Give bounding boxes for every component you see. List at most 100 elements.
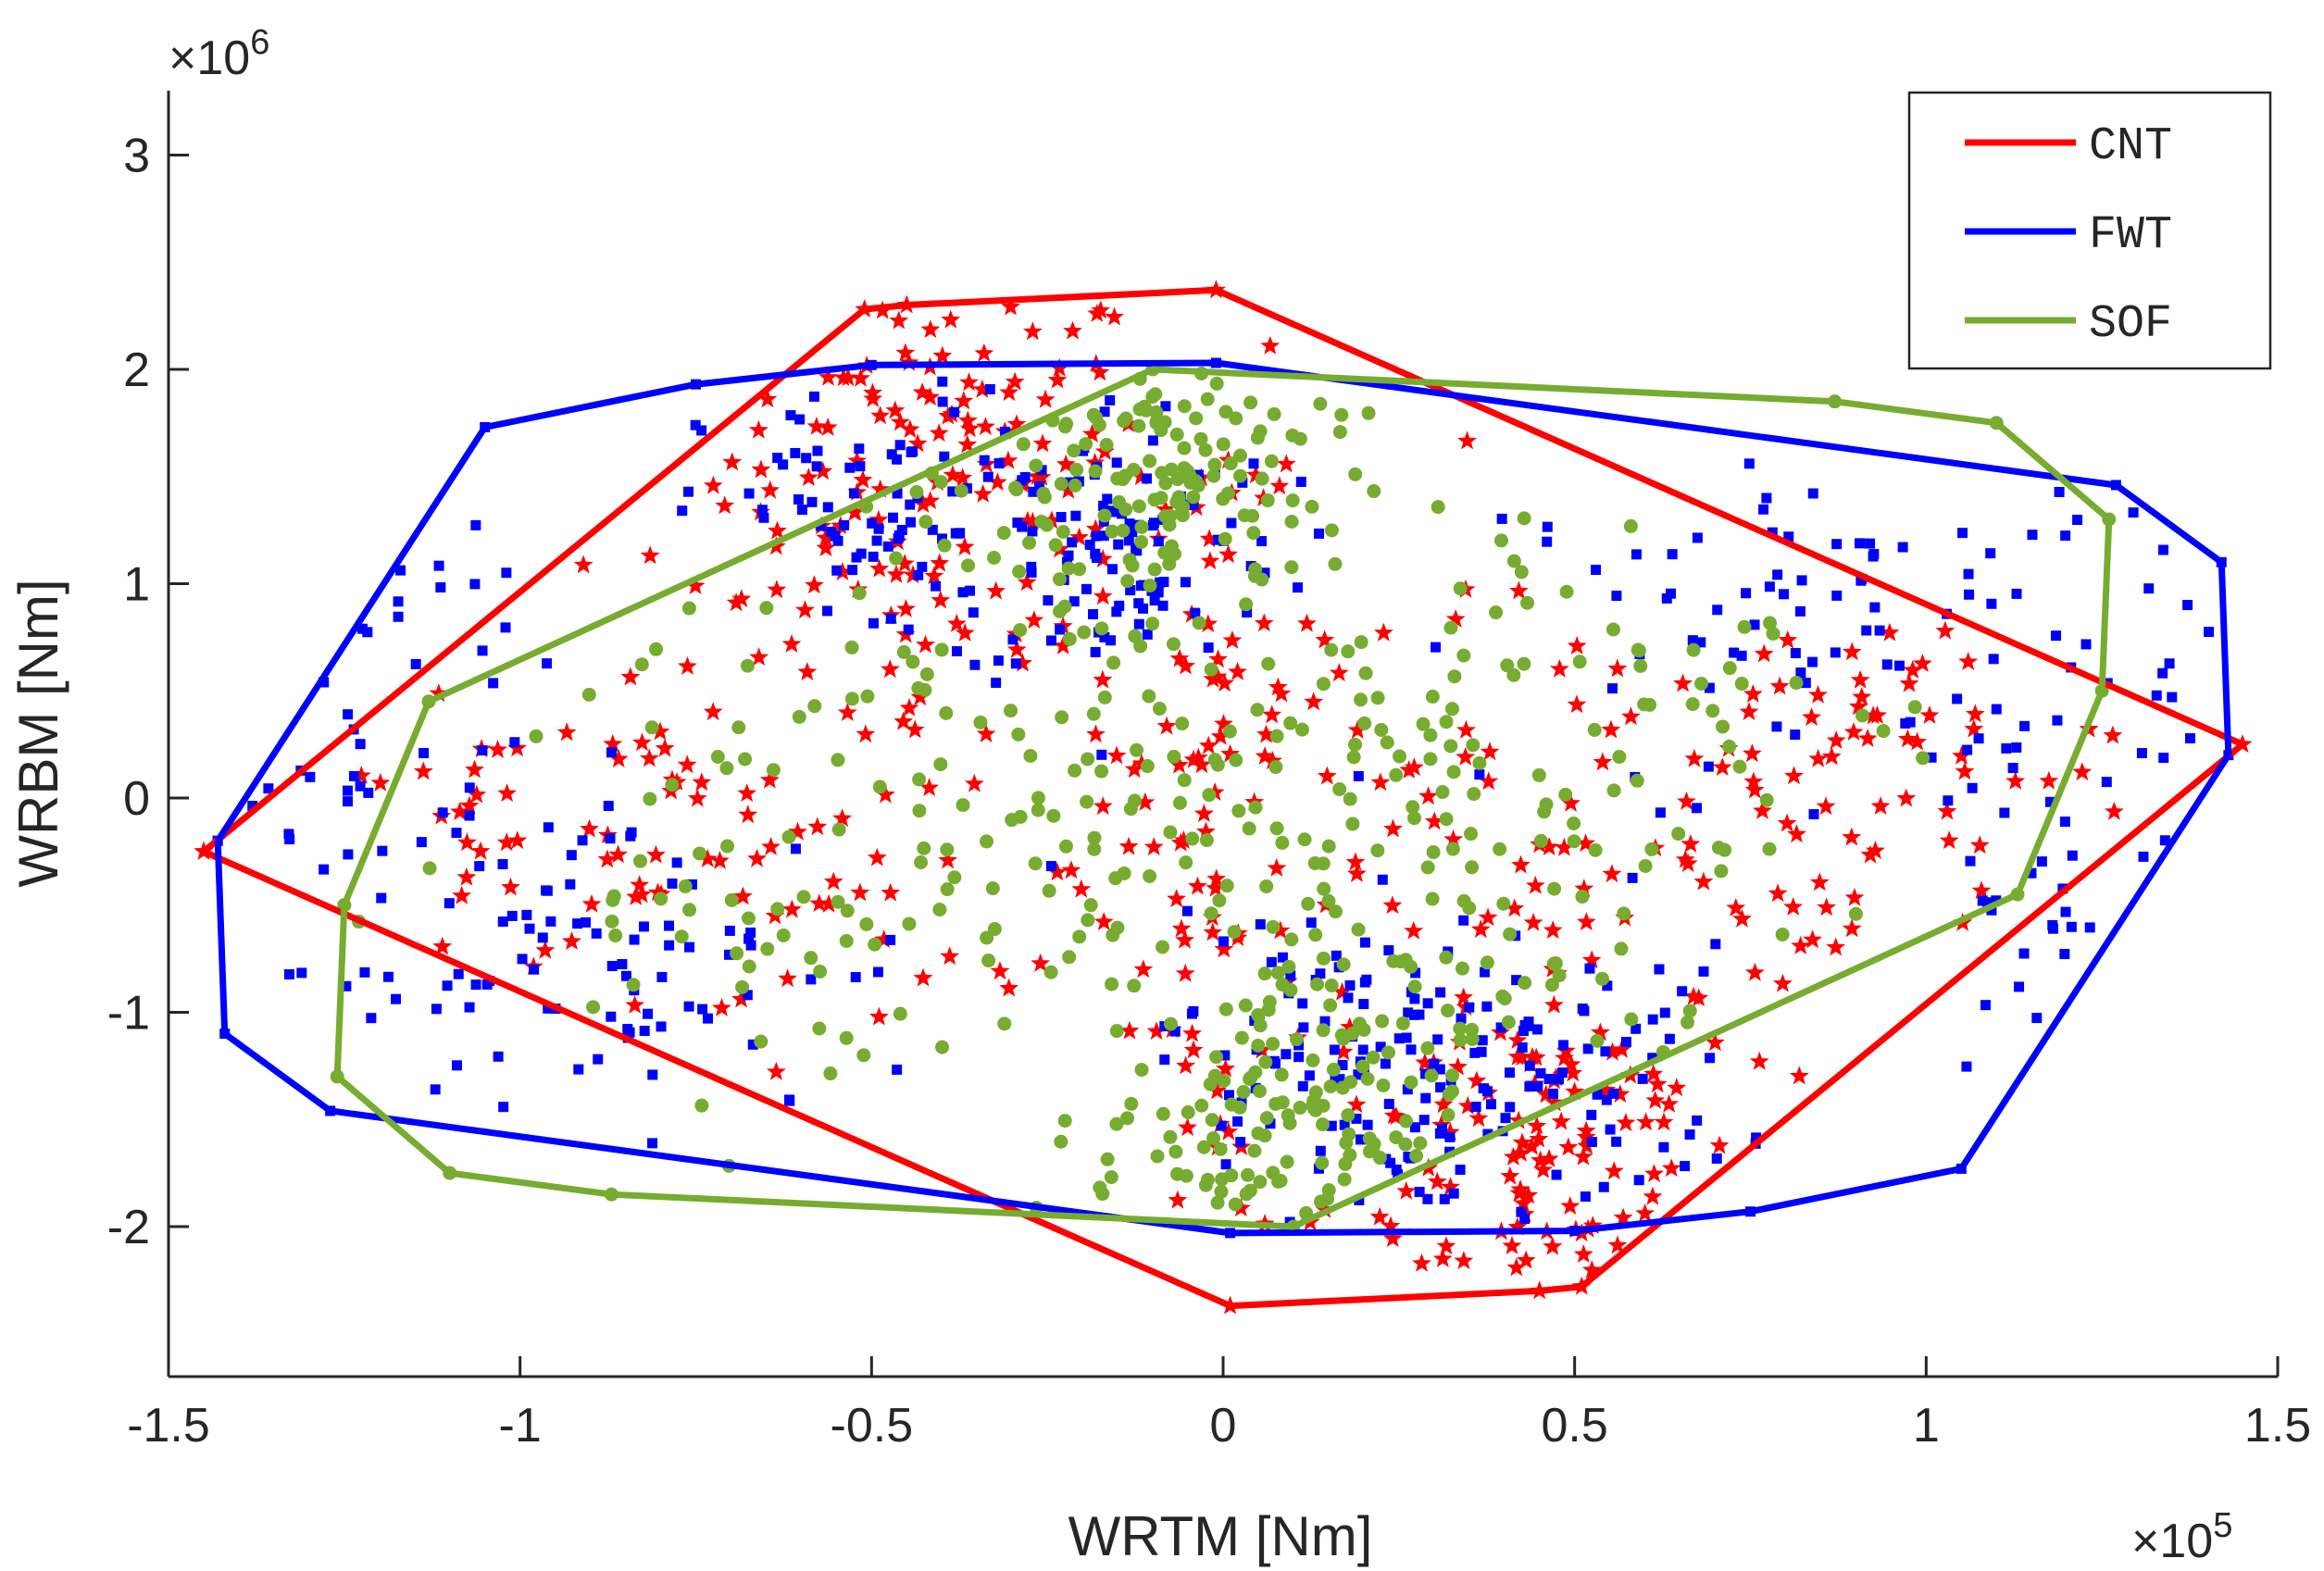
cnt-point (818, 893, 839, 913)
fwt-point (2136, 748, 2147, 759)
fwt-point (1542, 536, 1553, 547)
sof-point (735, 979, 750, 994)
cnt-point (890, 412, 910, 431)
cnt-point (1196, 821, 1216, 841)
fwt-point (500, 622, 511, 633)
fwt-point (348, 770, 359, 781)
sof-point (1503, 927, 1518, 941)
cnt-point (1346, 1094, 1367, 1114)
cnt-point (1329, 663, 1349, 682)
cnt-point (987, 472, 1007, 491)
fwt-point (2031, 1013, 2043, 1024)
fwt-point (1456, 1013, 1467, 1024)
cnt-point (1198, 735, 1218, 754)
fwt-point (871, 535, 882, 546)
sof-point (1183, 475, 1198, 490)
fwt-point (305, 771, 316, 782)
cnt-point (1768, 883, 1788, 903)
fwt-point (1586, 1137, 1597, 1148)
cnt-point (804, 575, 824, 594)
cnt-point (1803, 929, 1823, 949)
fwt-point (937, 533, 948, 544)
cnt-point (1082, 424, 1102, 443)
sof-point (1876, 724, 1891, 739)
sof-point (1393, 749, 1407, 764)
fwt-point (1761, 492, 1772, 504)
cnt-point (959, 372, 979, 392)
sof-point (1266, 919, 1281, 934)
fwt-point (1631, 1023, 1642, 1034)
sof-point (1089, 410, 1104, 425)
cnt-point (710, 851, 730, 869)
cnt-point (1965, 704, 1985, 723)
cnt-point (1245, 465, 1266, 484)
cnt-point (990, 961, 1010, 980)
sof-point (1706, 704, 1720, 718)
fwt-point (724, 925, 735, 936)
fwt-point (1255, 918, 1266, 929)
fwt-point (844, 462, 856, 473)
fwt-point (896, 524, 907, 535)
sof-point (1381, 1045, 1396, 1060)
sof-point (1467, 787, 1481, 802)
sof-point (1423, 752, 1438, 767)
sof-point (981, 954, 996, 968)
cnt-point (1808, 748, 1829, 767)
fwt-point (639, 1026, 650, 1037)
cnt-point (1567, 694, 1587, 714)
cnt-point (1061, 860, 1081, 879)
sof-point (1337, 1172, 1352, 1187)
cnt-point (1454, 1251, 1474, 1269)
sof-point (839, 1030, 854, 1045)
cnt-point (507, 738, 528, 757)
fwt-point (856, 548, 867, 559)
fwt-point (1592, 1089, 1603, 1100)
fwt-point (1036, 465, 1047, 476)
sof-point (644, 720, 659, 735)
fwt-point (430, 1084, 441, 1095)
fwt-point (1985, 548, 1996, 559)
fwt-point (1102, 493, 1113, 505)
cnt-point (1563, 1063, 1583, 1082)
sof-point (1013, 809, 1028, 824)
fwt-point (1897, 542, 1908, 553)
cnt-point (737, 783, 757, 803)
cnt-point (1315, 630, 1335, 649)
sof-point (1081, 752, 1095, 767)
fwt-point (391, 993, 402, 1004)
sof-point (1204, 906, 1218, 921)
cnt-point (1607, 1235, 1628, 1254)
sof-point (1328, 904, 1343, 919)
fwt-point (1098, 500, 1109, 511)
sof-point (1572, 655, 1587, 669)
sof-point (742, 911, 756, 926)
sof-point (1323, 998, 1338, 1013)
cnt-point (1643, 1064, 1664, 1083)
sof-point (1269, 821, 1284, 836)
fwt-point (2019, 720, 2030, 731)
cnt-point (1601, 719, 1621, 739)
cnt-point (1013, 653, 1032, 672)
sof-point (1493, 533, 1508, 548)
cnt-point (960, 418, 980, 438)
sof-point (1207, 753, 1222, 767)
cnt-point (1171, 918, 1192, 938)
sof-point (1105, 524, 1119, 539)
fwt-point (1403, 1007, 1414, 1018)
fwt-point (1099, 406, 1110, 418)
sof-point (1480, 955, 1494, 970)
fwt-point (355, 739, 366, 750)
cnt-point (1049, 357, 1069, 377)
fwt-point (1383, 1098, 1394, 1109)
fwt-point (868, 551, 879, 562)
sof-point (1238, 998, 1253, 1013)
fwt-point (1986, 598, 1997, 609)
sof-point (1848, 906, 1863, 921)
cnt-point (999, 978, 1019, 997)
sof-point (738, 752, 753, 767)
fwt-point (1710, 939, 1721, 950)
fwt-point (593, 1054, 604, 1065)
fwt-point (1500, 1113, 1511, 1124)
cnt-point (1808, 684, 1828, 704)
fwt-point (1127, 527, 1138, 538)
